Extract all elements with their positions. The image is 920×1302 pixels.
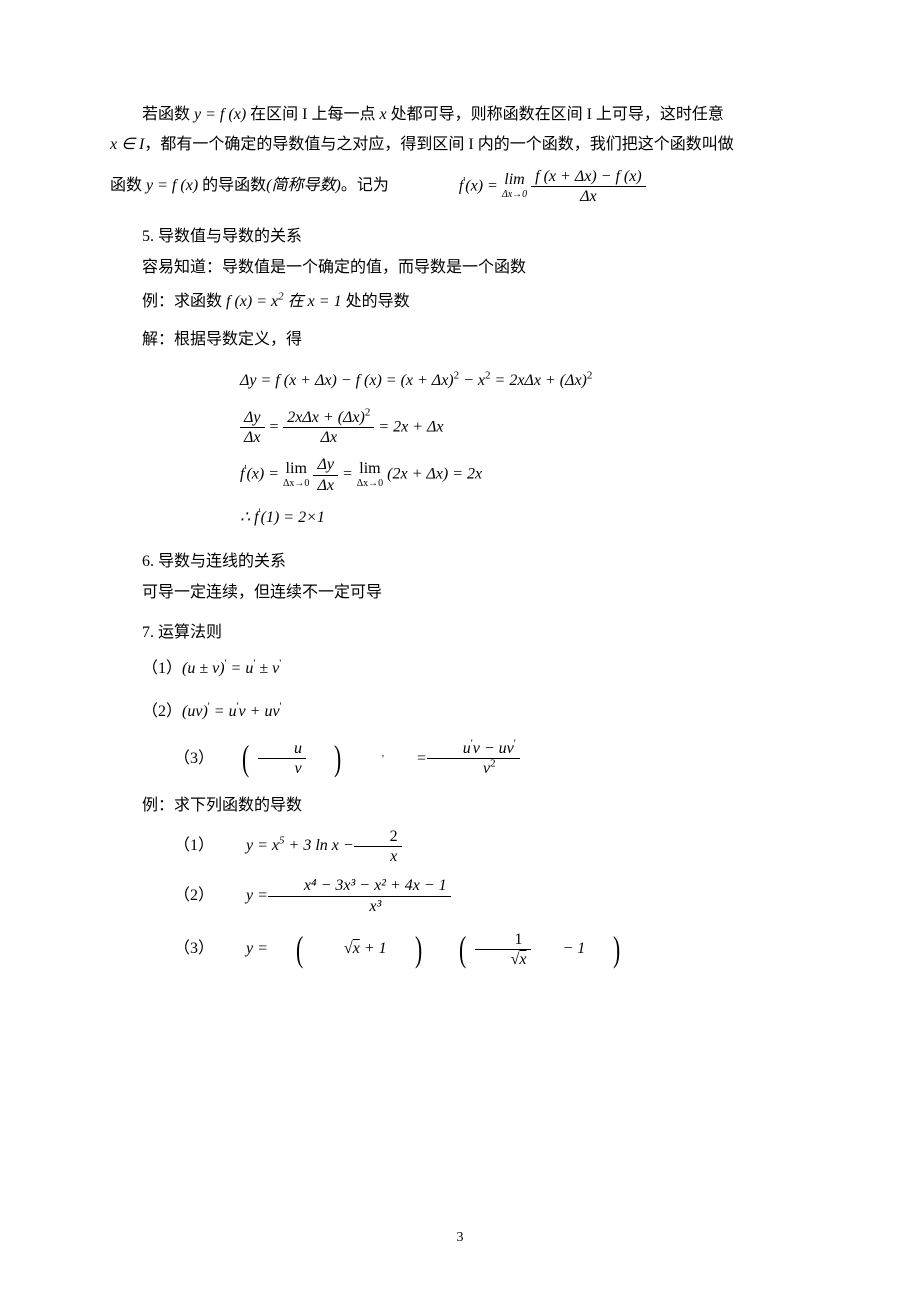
example-2-label: 例：求下列函数的导数: [110, 791, 810, 821]
intro-line-1: 若函数 y = f (x) 在区间 I 上每一点 x 处都可导，则称函数在区间 …: [110, 100, 810, 130]
page-number: 3: [0, 1225, 920, 1252]
text: 的导函数: [198, 177, 266, 194]
problem-3: （3） y = (√x + 1) (1√x − 1): [110, 930, 810, 969]
solution-label: 解：根据导数定义，得: [110, 325, 810, 355]
eq-ratio: ΔyΔx = 2xΔx + (Δx)2Δx = 2x + Δx: [240, 408, 810, 447]
intro-line-2: x ∈ I，都有一个确定的导数值与之对应，得到区间 I 内的一个函数，我们把这个…: [110, 130, 810, 160]
text: 。记为: [341, 177, 389, 194]
eq-delta-y: Δy = f (x + Δx) − f (x) = (x + Δx)2 − x2…: [240, 366, 810, 396]
text: 函数: [110, 177, 146, 194]
rule-3: （3） (uv)' = u'v − uv'v2: [110, 739, 810, 778]
text: 处的导数: [342, 293, 410, 310]
section-6-line1: 可导一定连续，但连续不一定可导: [110, 578, 810, 608]
intro-line-3: 函数 y = f (x) 的导函数(简称导数)。记为 f'(x) = limΔx…: [110, 167, 810, 206]
problem-1: （1） y = x5 + 3 ln x − 2x: [110, 827, 810, 866]
rule-2: （2）(uv)' = u'v + uv': [110, 697, 810, 727]
text: 在区间 I 上每一点: [246, 106, 379, 123]
text: 例：求函数: [142, 293, 226, 310]
example-1: 例：求函数 f (x) = x2 在 x = 1 处的导数: [110, 287, 810, 317]
problem-2: （2） y = x⁴ − 3x³ − x² + 4x − 1x³: [110, 876, 810, 915]
text: ，都有一个确定的导数值与之对应，得到区间 I 内的一个函数，我们把这个函数叫做: [144, 136, 733, 153]
page-content: 若函数 y = f (x) 在区间 I 上每一点 x 处都可导，则称函数在区间 …: [110, 100, 810, 969]
eq-fprime: f'(x) = limΔx→0 ΔyΔx = limΔx→0 (2x + Δx)…: [240, 455, 810, 494]
section-7-title: 7. 运算法则: [110, 618, 810, 648]
eq-result: ∴ f'(1) = 2×1: [240, 503, 810, 533]
section-6-title: 6. 导数与连线的关系: [110, 547, 810, 577]
rule-1: （1）(u ± v)' = u' ± v': [110, 654, 810, 684]
section-5-line1: 容易知道：导数值是一个确定的值，而导数是一个函数: [110, 253, 810, 283]
text: 若函数: [142, 106, 194, 123]
section-5-title: 5. 导数值与导数的关系: [110, 222, 810, 252]
derivative-def-formula: f'(x) = limΔx→0 f (x + Δx) − f (x)Δx: [459, 167, 646, 206]
text: 处都可导，则称函数在区间 I 上可导，这时任意: [387, 106, 724, 123]
